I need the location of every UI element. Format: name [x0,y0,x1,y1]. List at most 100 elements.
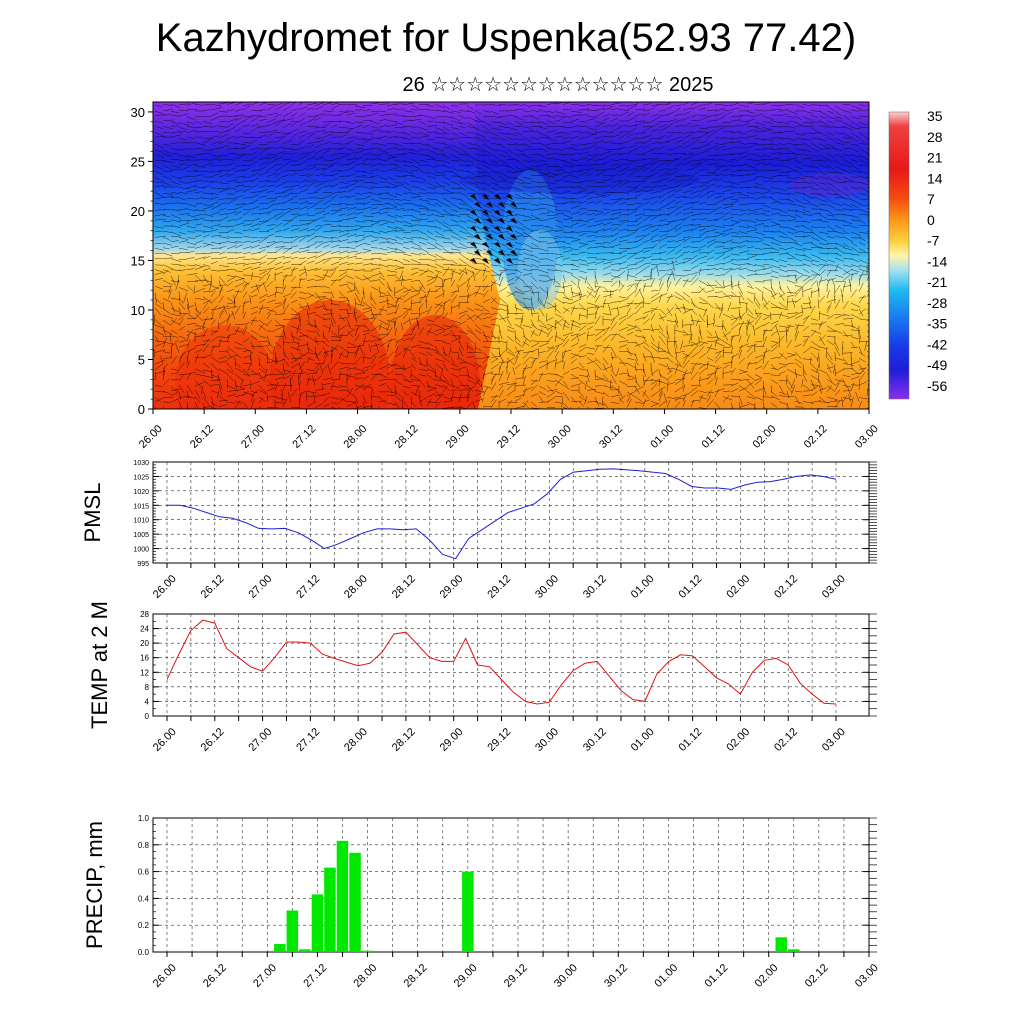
x-tick-label: 01.00 [652,962,680,990]
y-tick-label: 0.2 [138,921,150,930]
heatmap-y-tick-label: 25 [131,154,145,169]
x-tick-label: 01.00 [629,573,657,601]
y-tick-label: 0.8 [138,841,150,850]
x-tick-label: 02.00 [724,726,752,754]
heatmap-y-tick-label: 10 [131,303,145,318]
heatmap-x-tick-label: 28.12 [393,423,421,451]
x-tick-label: 29.12 [485,726,513,754]
x-tick-label: 28.12 [390,573,418,601]
colorbar-tick-label: 35 [927,108,943,124]
x-tick-label: 28.12 [390,726,418,754]
heatmap-x-tick-label: 02.00 [751,423,779,451]
y-tick-label: 1030 [133,460,149,467]
y-tick-label: 1020 [133,489,149,496]
plot-frame [152,613,870,717]
x-tick-label: 30.12 [581,726,609,754]
y-tick-label: 1005 [133,532,149,539]
colorbar-tick-label: 21 [927,150,943,166]
precip-bar [299,949,311,952]
x-tick-label: 02.12 [772,573,800,601]
heatmap-x-tick-label: 02.12 [802,423,830,451]
heatmap-x-tick-label: 27.00 [239,423,267,451]
y-tick-label: 1025 [133,474,149,481]
x-tick-label: 02.00 [753,962,781,990]
colorbar-tick-label: -28 [927,295,947,311]
colorbar: 35 28 21 14 7 0 -7 -14 -21 -28 -35 -42 -49 -56 [888,108,947,400]
y-axis-label: PMSL [80,483,105,543]
x-tick-label: 02.12 [772,726,800,754]
x-tick-label: 30.00 [552,962,580,990]
y-tick-label: 1015 [133,503,149,510]
y-tick-label: 0.6 [138,868,150,877]
temperature-cross-section [152,101,870,410]
y-tick-label: 1000 [133,547,149,554]
heatmap-y-tick-label: 0 [138,402,145,417]
plot-frame [152,817,870,953]
y-tick-label: 16 [140,654,149,663]
x-tick-label: 01.12 [677,726,705,754]
heatmap-x-tick-label: 29.12 [495,423,523,451]
heatmap-x-tick-label: 28.00 [341,423,369,451]
colorbar-tick-label: 28 [927,129,943,145]
heatmap-x-tick-label: 03.00 [853,423,881,451]
x-tick-label: 29.12 [502,962,530,990]
x-tick-label: 26.12 [201,962,229,990]
x-tick-label: 30.12 [602,962,630,990]
x-tick-label: 29.00 [452,962,480,990]
y-tick-label: 0 [145,712,150,721]
x-tick-label: 26.12 [199,726,227,754]
heatmap-y-tick-label: 30 [131,105,145,120]
heatmap-x-tick-label: 26.12 [188,423,216,451]
x-tick-label: 26.00 [151,726,179,754]
precip-bar [286,910,299,952]
x-tick-label: 26.00 [151,573,179,601]
x-tick-label: 29.12 [485,573,513,601]
x-tick-label: 28.12 [402,962,430,990]
precip-bar [311,894,324,952]
colorbar-tick-label: -49 [927,357,947,373]
heatmap-x-tick-label: 29.00 [444,423,472,451]
x-tick-label: 29.00 [438,573,466,601]
precip-bar [274,944,286,952]
heatmap-x-tick-label: 26.00 [137,423,165,451]
pmsl-series-line [167,468,837,560]
x-tick-label: 27.00 [251,962,279,990]
x-tick-label: 27.12 [294,726,322,754]
y-tick-label: 20 [140,639,149,648]
x-tick-label: 01.00 [629,726,657,754]
y-tick-label: 28 [140,610,149,619]
colorbar-tick-label: 0 [927,212,935,228]
x-tick-label: 29.00 [438,726,466,754]
heatmap-x-tick-label: 30.12 [597,423,625,451]
pmsl-panel: 995 1000 1005 1010 1015 1020 1025 1030 26.00 26.1… [80,460,877,601]
y-axis-label: PRECIP, mm [82,821,107,949]
x-tick-label: 26.12 [199,573,227,601]
x-tick-label: 30.00 [533,573,561,601]
heatmap-x-tick-label: 27.12 [290,423,318,451]
x-tick-label: 28.00 [351,962,379,990]
x-tick-label: 01.12 [677,573,705,601]
heatmap-y-tick-label: 5 [138,352,145,367]
y-tick-label: 1.0 [138,814,150,823]
precip-bar [788,949,800,952]
heatmap-x-tick-label: 30.00 [546,423,574,451]
x-tick-label: 02.12 [803,962,831,990]
temp-panel: 0 4 8 12 16 20 24 28 26.00 26.12 27.00 27.12 28.00 28… [87,601,877,754]
colorbar-tick-label: -21 [927,274,947,290]
y-tick-label: 24 [140,625,149,634]
heatmap-x-tick-label: 01.12 [699,423,727,451]
wind-vectors [153,102,869,409]
x-tick-label: 27.00 [246,573,274,601]
y-tick-label: 0.4 [138,894,150,903]
colorbar-tick-label: -56 [927,378,947,394]
x-tick-label: 01.12 [702,962,730,990]
y-tick-label: 1010 [133,518,149,525]
x-tick-label: 03.00 [820,726,848,754]
heatmap-y-tick-label: 15 [131,253,145,268]
x-tick-label: 30.00 [533,726,561,754]
x-tick-label: 26.00 [151,962,179,990]
colorbar-tick-label: -7 [927,233,940,249]
chart-title: Kazhydromet for Uspenka(52.93 77.42) [155,16,857,60]
precip-bar [361,950,374,952]
